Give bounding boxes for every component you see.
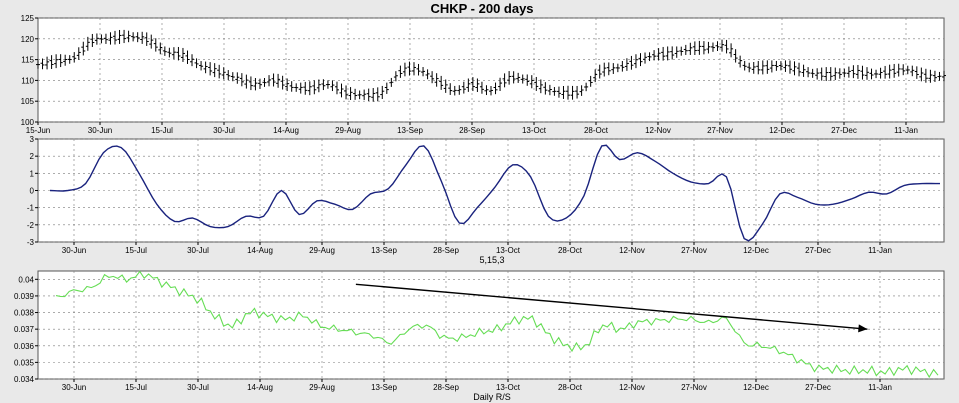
- x-tick-label: 28-Oct: [558, 383, 583, 392]
- x-tick-label: 14-Aug: [247, 246, 273, 255]
- y-tick-label: 115: [21, 56, 34, 65]
- y-tick-label: -2: [27, 221, 35, 230]
- x-tick-label: 28-Oct: [584, 126, 609, 135]
- y-tick-label: 0.039: [14, 292, 35, 301]
- x-tick-label: 15-Jul: [125, 383, 147, 392]
- x-tick-label: 27-Nov: [681, 246, 707, 255]
- x-tick-label: 28-Sep: [433, 246, 459, 255]
- x-tick-label: 15-Jun: [26, 126, 50, 135]
- x-tick-label: 13-Oct: [496, 246, 521, 255]
- price-bars: [36, 29, 946, 102]
- x-tick-label: 28-Oct: [558, 246, 583, 255]
- x-tick-label: 12-Nov: [645, 126, 671, 135]
- x-tick-label: 30-Jul: [187, 246, 209, 255]
- y-tick-label: 125: [21, 14, 35, 23]
- y-tick-label: 110: [21, 76, 34, 85]
- x-tick-label: 27-Dec: [805, 246, 831, 255]
- y-tick-label: -3: [27, 238, 35, 247]
- x-tick-label: 30-Jul: [213, 126, 235, 135]
- x-tick-label: 30-Jun: [62, 246, 86, 255]
- y-tick-label: 120: [21, 35, 35, 44]
- x-tick-label: 13-Oct: [522, 126, 547, 135]
- x-tick-label: 11-Jan: [894, 126, 918, 135]
- x-tick-label: 30-Jun: [62, 383, 86, 392]
- x-tick-label: 30-Jul: [187, 383, 209, 392]
- x-tick-label: 12-Nov: [619, 383, 645, 392]
- y-tick-label: 2: [30, 152, 35, 161]
- y-tick-label: 100: [21, 118, 35, 127]
- x-tick-label: 27-Nov: [681, 383, 707, 392]
- x-tick-label: 12-Dec: [743, 383, 769, 392]
- y-tick-label: 0.04: [18, 275, 34, 284]
- y-tick-label: 3: [30, 135, 35, 144]
- x-tick-label: 13-Sep: [371, 383, 397, 392]
- x-tick-label: 29-Aug: [309, 383, 335, 392]
- oscillator-line: [49, 144, 940, 242]
- x-tick-label: 27-Dec: [831, 126, 857, 135]
- y-tick-label: 0: [30, 187, 35, 196]
- y-tick-label: 0.034: [14, 375, 35, 384]
- y-tick-label: 0.038: [14, 309, 35, 318]
- x-tick-label: 12-Dec: [769, 126, 795, 135]
- x-tick-label: 13-Sep: [397, 126, 423, 135]
- rs-line: [55, 270, 939, 379]
- x-tick-label: 28-Sep: [459, 126, 485, 135]
- x-tick-label: 12-Nov: [619, 246, 645, 255]
- x-tick-label: 29-Aug: [335, 126, 361, 135]
- chart-title: CHKP - 200 days: [430, 1, 533, 16]
- x-tick-label: 29-Aug: [309, 246, 335, 255]
- y-tick-label: 1: [30, 169, 35, 178]
- panel-2-label: 5,15,3: [479, 255, 504, 265]
- x-tick-label: 27-Dec: [805, 383, 831, 392]
- panel-3-label: Daily R/S: [473, 392, 511, 402]
- x-tick-label: 15-Jul: [125, 246, 147, 255]
- x-tick-label: 11-Jan: [868, 383, 892, 392]
- x-tick-label: 13-Oct: [496, 383, 521, 392]
- plot-area-1: [37, 17, 945, 123]
- y-tick-label: 0.035: [14, 358, 35, 367]
- y-tick-label: 105: [21, 97, 35, 106]
- y-tick-label: -1: [27, 204, 35, 213]
- x-tick-label: 15-Jul: [151, 126, 173, 135]
- x-tick-label: 14-Aug: [273, 126, 299, 135]
- trend-arrow-head: [858, 324, 868, 333]
- y-tick-label: 0.037: [14, 325, 35, 334]
- trend-arrow-line: [355, 283, 868, 330]
- x-tick-label: 14-Aug: [247, 383, 273, 392]
- x-tick-label: 12-Dec: [743, 246, 769, 255]
- x-tick-label: 28-Sep: [433, 383, 459, 392]
- x-tick-label: 27-Nov: [707, 126, 733, 135]
- plot-area-3: [37, 270, 945, 380]
- x-tick-label: 11-Jan: [868, 246, 892, 255]
- x-tick-label: 30-Jun: [88, 126, 112, 135]
- x-tick-label: 13-Sep: [371, 246, 397, 255]
- y-tick-label: 0.036: [14, 342, 35, 351]
